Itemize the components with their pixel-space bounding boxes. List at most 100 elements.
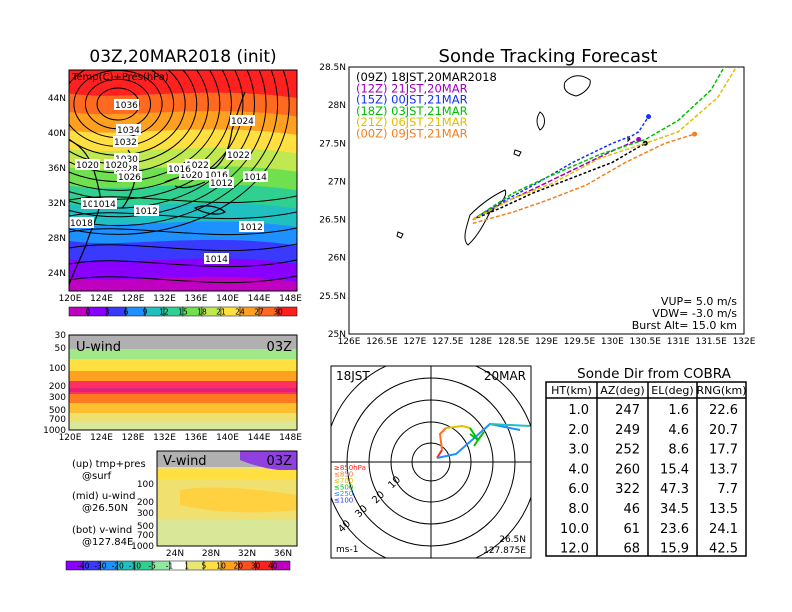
map-lat-tick: 44N — [48, 94, 66, 104]
table-cell: 17.7 — [709, 443, 738, 458]
track-lat-tick: 25N — [328, 330, 346, 340]
uwind-level-tick: 1000 — [43, 426, 66, 436]
note-bot-sub: @127.84E — [82, 537, 133, 548]
uwind-lon-tick: 128E — [122, 433, 145, 443]
wind-colorbar-label: 30 — [251, 562, 261, 571]
polar-time: 18JST — [336, 369, 370, 383]
temperature-map: 1036103410321030102810261024102210221020… — [69, 70, 297, 291]
table-cell: 15.4 — [660, 462, 689, 477]
track-lat-tick: 28.5N — [319, 63, 346, 73]
temp-colorbar-cell — [277, 306, 298, 317]
pressure-label: 1036 — [115, 101, 138, 111]
launch-params: VUP= 5.0 m/s VDW= -3.0 m/s Burst Alt= 15… — [632, 295, 738, 332]
isobar — [69, 70, 255, 209]
pressure-label-bg — [226, 149, 251, 160]
uwind-lon-tick: 140E — [216, 433, 239, 443]
isobar — [69, 243, 297, 252]
track-lon-tick: 131.5E — [695, 337, 727, 347]
isobar — [69, 275, 297, 284]
table-cell: 7.7 — [717, 482, 738, 497]
pressure-label: 1022 — [186, 161, 209, 171]
table-cell: 1.6 — [668, 403, 689, 418]
track-endpoint — [646, 114, 652, 120]
track-line — [472, 67, 726, 221]
polar-plot — [331, 366, 531, 558]
table-cell: 3.0 — [568, 443, 589, 458]
pressure-label-bg — [104, 159, 129, 170]
pressure-label-bg — [117, 171, 142, 182]
temp-colorbar-label: 30 — [273, 308, 283, 317]
wind-colorbar-label: 10 — [216, 562, 226, 571]
table-cell: 68 — [623, 542, 640, 557]
track-lat-tick: 28N — [328, 101, 346, 111]
map-lon-tick: 136E — [185, 294, 208, 304]
uwind-time: 03Z — [267, 340, 293, 355]
level-legend-item: ≥850hPa — [334, 464, 366, 472]
track-legend-item: (12Z) 21JST,20MAR — [356, 81, 468, 95]
wind-colorbar-label: -1 — [166, 562, 174, 571]
temperature-band — [69, 70, 297, 99]
map-frame — [68, 69, 298, 292]
isobar — [69, 70, 244, 200]
table-cell: 61 — [623, 522, 640, 537]
vwind-time: 03Z — [267, 454, 293, 469]
track-legend-item: (15Z) 00JST,21MAR — [356, 93, 468, 107]
pressure-label-bg — [114, 99, 139, 110]
table-cell: 8.0 — [568, 502, 589, 517]
track-lon-tick: 127E — [403, 337, 426, 347]
isobar — [69, 259, 297, 268]
temp-colorbar-label: 9 — [143, 308, 148, 317]
map-lon-tick: 148E — [279, 294, 302, 304]
table-cell: 249 — [615, 423, 640, 438]
vwind-level-tick: 300 — [137, 509, 154, 519]
map-variable-label: Temp(C)+Pres(hPa) — [71, 72, 169, 83]
table-cell: 24.1 — [709, 522, 738, 537]
temp-colorbar-label: 12 — [159, 308, 169, 317]
wind-colorbar-label: -5 — [148, 562, 156, 571]
isobar — [69, 70, 232, 191]
uwind-level-tick: 200 — [49, 382, 66, 392]
track-lon-tick: 132E — [733, 337, 756, 347]
wind-colorbar-label: -40 — [77, 562, 89, 571]
pressure-label: 1016 — [205, 171, 228, 181]
wind-colorbar-label: -20 — [112, 562, 124, 571]
table-cell: 23.6 — [660, 522, 689, 537]
vwind-lat-tick: 32N — [238, 549, 256, 559]
temp-colorbar-label: 6 — [124, 308, 129, 317]
uwind-lon-tick: 124E — [90, 433, 113, 443]
pressure-label-bg — [75, 159, 100, 170]
track-legend-item: (21Z) 06JST,21MAR — [356, 115, 468, 129]
param-burst: Burst Alt= 15.0 km — [632, 319, 737, 332]
vwind-label: V-wind — [163, 454, 207, 469]
pressure-label-bg — [230, 115, 255, 126]
track-lat-tick: 26.5N — [319, 216, 346, 226]
hodograph — [436, 422, 531, 459]
panel-notes: (up) tmp+pres @surf (mid) u-wind @26.50N… — [72, 459, 146, 548]
map-lat-tick: 28N — [48, 234, 66, 244]
table-cell: 12.0 — [560, 542, 589, 557]
uwind-level-tick: 100 — [49, 364, 66, 374]
map-lon-tick: 120E — [59, 294, 82, 304]
table-cell: 13.5 — [709, 502, 738, 517]
table-cell: 1.0 — [568, 403, 589, 418]
pressure-label: 1016 — [168, 165, 191, 175]
table-header: AZ(deg) — [600, 384, 644, 397]
islands — [396, 75, 631, 246]
polar-unit: ms-1 — [336, 545, 358, 555]
track-lon-tick: 128.5E — [498, 337, 530, 347]
temp-colorbar-label: 3 — [105, 308, 110, 317]
vwind-lat-tick: 28N — [202, 549, 220, 559]
pressure-label-bg — [113, 136, 138, 147]
track-endpoint — [692, 131, 698, 137]
table-cell: 4.0 — [568, 462, 589, 477]
vwind-lat-tick: 36N — [274, 549, 292, 559]
table-cell: 322 — [615, 482, 640, 497]
level-legend-item: ≤250 — [334, 490, 353, 498]
wind-colorbar-cell — [272, 560, 291, 571]
vwind-lat-tick: 24N — [166, 549, 184, 559]
track-lon-tick: 126E — [338, 337, 361, 347]
pressure-label-bg — [243, 171, 268, 182]
pressure-label-bg — [204, 253, 229, 264]
map-lon-tick: 132E — [153, 294, 176, 304]
wind-colorbar-label: 5 — [201, 562, 206, 571]
